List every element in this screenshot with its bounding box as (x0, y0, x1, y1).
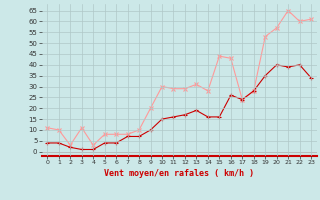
X-axis label: Vent moyen/en rafales ( km/h ): Vent moyen/en rafales ( km/h ) (104, 169, 254, 178)
